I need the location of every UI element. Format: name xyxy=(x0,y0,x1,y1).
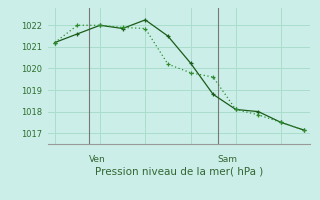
Text: Sam: Sam xyxy=(218,155,238,164)
X-axis label: Pression niveau de la mer( hPa ): Pression niveau de la mer( hPa ) xyxy=(95,166,263,176)
Text: Ven: Ven xyxy=(89,155,106,164)
